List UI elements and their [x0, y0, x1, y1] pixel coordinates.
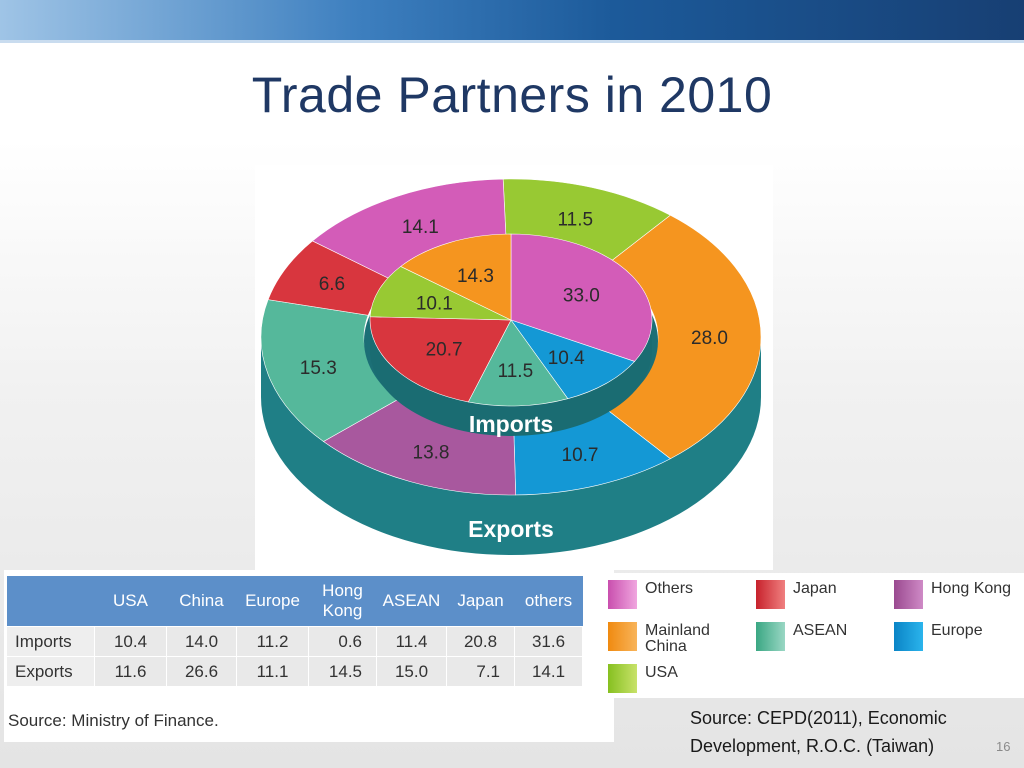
table-cell: 10.4 [94, 626, 167, 657]
column-header: USA [94, 576, 167, 627]
legend-label: ASEAN [793, 622, 848, 639]
legend-label: Europe [931, 622, 983, 639]
table-cell: 11.2 [236, 626, 309, 657]
legend-item-mainland-china: Mainland China [608, 622, 725, 655]
table-cell: 14.1 [514, 656, 583, 687]
legend-label: Others [645, 580, 694, 597]
exports-label: Exports [468, 516, 554, 542]
legend-swatch [608, 580, 637, 609]
legend-swatch [894, 580, 923, 609]
table-corner-cell [6, 576, 95, 627]
column-header: Europe [236, 576, 309, 627]
slice-value-label: 10.1 [416, 294, 453, 315]
column-header: ASEAN [376, 576, 447, 627]
slice-value-label: 20.7 [426, 340, 463, 361]
source-note-line: Source: CEPD(2011), Economic [690, 708, 947, 728]
slice-value-label: 6.6 [319, 274, 345, 295]
column-header: China [166, 576, 237, 627]
table-cell: 31.6 [514, 626, 583, 657]
table-cell: 11.4 [376, 626, 447, 657]
trade-table: USA China Europe Hong Kong ASEAN Japan o… [6, 576, 583, 687]
table-cell: 0.6 [308, 626, 377, 657]
legend-item-europe: Europe [894, 622, 983, 651]
slice-value-label: 33.0 [563, 286, 600, 307]
slice-others [510, 233, 653, 362]
slice-asean [467, 319, 569, 407]
row-label: Imports [6, 626, 95, 657]
legend-item-hong-kong: Hong Kong [894, 580, 1011, 609]
legend-item-asean: ASEAN [756, 622, 847, 651]
slice-value-label: 13.8 [413, 442, 450, 463]
exports-ring: 11.5 28.0 10.7 13.8 15.3 6.6 14.1 [260, 178, 762, 496]
source-note: Source: CEPD(2011), Economic Development… [690, 704, 947, 760]
slice-mainland-china [604, 214, 762, 460]
column-header: others [514, 576, 583, 627]
table-cell: 15.0 [376, 656, 447, 687]
table-cell: 20.8 [446, 626, 515, 657]
table-cell: 14.5 [308, 656, 377, 687]
exports-side-wall [261, 337, 761, 555]
header-divider [0, 40, 1024, 43]
slice-value-label: 28.0 [691, 328, 728, 349]
legend-swatch [608, 664, 637, 693]
legend-item-usa: USA [608, 664, 678, 693]
source-note-line: Development, R.O.C. (Taiwan) [690, 736, 935, 756]
slice-value-label: 11.5 [558, 210, 594, 231]
table-row: Imports 10.4 14.0 11.2 0.6 11.4 20.8 31.… [6, 626, 583, 657]
slice-japan [369, 316, 512, 403]
table-cell: 7.1 [446, 656, 515, 687]
table-cell: 11.1 [236, 656, 309, 687]
imports-pie: 33.0 10.4 11.5 20.7 10.114.3 [369, 233, 653, 407]
pie-chart: 11.5 28.0 10.7 13.8 15.3 6.6 14.1 33.0 10.4 11.5 2… [260, 178, 762, 555]
slice-value-label: 10.4 [548, 348, 585, 369]
legend-label: USA [645, 664, 678, 681]
legend-label: Hong Kong [931, 580, 1012, 597]
inner-side [370, 320, 652, 436]
column-header: Hong Kong [308, 576, 377, 627]
table-cell: 26.6 [166, 656, 237, 687]
header-banner [0, 0, 1024, 40]
legend-swatch [894, 622, 923, 651]
slice-value-label: 14.1 [402, 217, 439, 238]
legend-swatch [756, 580, 785, 609]
legend-item-japan: Japan [756, 580, 837, 609]
legend-label: Japan [793, 580, 837, 597]
slice-value-label: 10.7 [562, 445, 599, 466]
legend-swatch [756, 622, 785, 651]
slice-value-label: 15.3 [300, 358, 337, 379]
table-cell: 14.0 [166, 626, 237, 657]
side-wall [261, 337, 761, 555]
imports-label: Imports [469, 411, 553, 437]
legend-item-others: Others [608, 580, 693, 609]
column-header: Japan [446, 576, 515, 627]
slice-usa [369, 266, 512, 321]
slice-mainland-china [400, 233, 512, 321]
page-number: 16 [996, 739, 1011, 754]
legend-label: Mainland China [645, 622, 710, 655]
row-label: Exports [6, 656, 95, 687]
legend-swatch [608, 622, 637, 651]
slice-value-label: 11.5 [498, 361, 534, 382]
slice-value-label: 14.3 [457, 266, 494, 287]
table-cell: 11.6 [94, 656, 167, 687]
table-header-row: USA China Europe Hong Kong ASEAN Japan o… [6, 576, 583, 627]
legend-panel [604, 573, 1024, 698]
table-source: Source: Ministry of Finance. [8, 711, 219, 730]
table-row: Exports 11.6 26.6 11.1 14.5 15.0 7.1 14.… [6, 656, 583, 687]
slice-europe [510, 319, 636, 400]
page-title: Trade Partners in 2010 [251, 67, 773, 123]
